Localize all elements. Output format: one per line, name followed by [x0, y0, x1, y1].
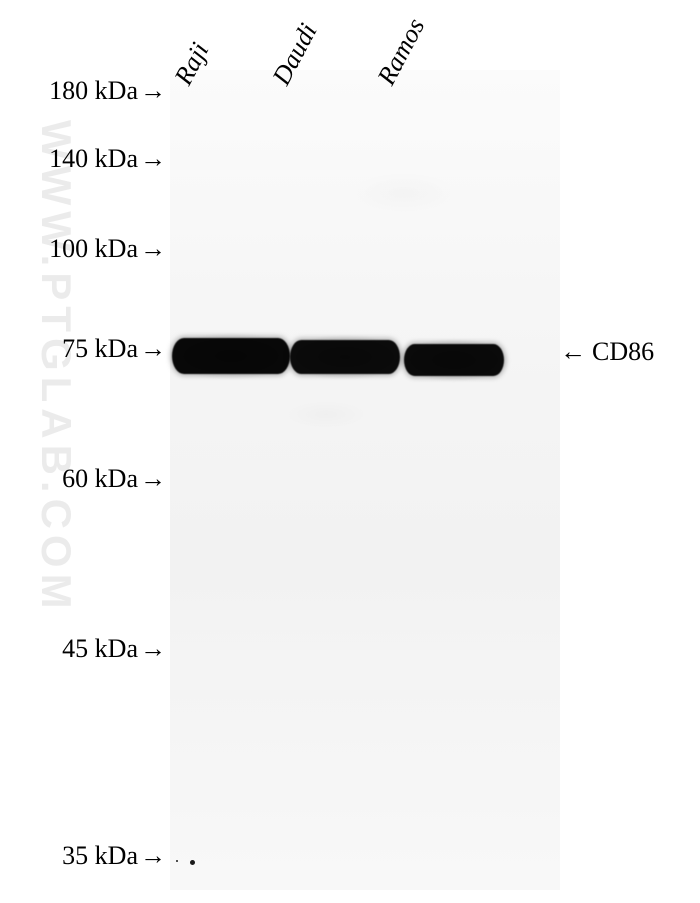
band-lane-1 — [172, 338, 290, 374]
mw-marker-label: 60 kDa — [0, 464, 138, 494]
western-blot-figure: WWW.PTGLAB.COM Raji Daudi Ramos ← CD86 1… — [0, 0, 700, 903]
mw-marker-label: 140 kDa — [0, 144, 138, 174]
blot-speck — [190, 860, 195, 865]
annotation-label: CD86 — [592, 337, 654, 367]
arrow-right-icon: → — [140, 634, 166, 664]
blot-membrane — [170, 70, 560, 890]
arrow-right-icon: → — [140, 144, 166, 174]
arrow-right-icon: → — [140, 76, 166, 106]
band-lane-2 — [290, 340, 400, 374]
band-lane-3 — [404, 344, 504, 376]
annotation-arrow-icon: ← — [560, 337, 586, 367]
watermark-text: WWW.PTGLAB.COM — [32, 120, 80, 615]
arrow-right-icon: → — [140, 464, 166, 494]
arrow-right-icon: → — [140, 334, 166, 364]
blot-speck — [176, 860, 178, 862]
arrow-right-icon: → — [140, 841, 166, 871]
mw-marker-label: 45 kDa — [0, 634, 138, 664]
blot-background — [170, 70, 560, 890]
mw-marker-label: 180 kDa — [0, 76, 138, 106]
arrow-right-icon: → — [140, 234, 166, 264]
mw-marker-label: 75 kDa — [0, 334, 138, 364]
mw-marker-label: 100 kDa — [0, 234, 138, 264]
mw-marker-label: 35 kDa — [0, 841, 138, 871]
